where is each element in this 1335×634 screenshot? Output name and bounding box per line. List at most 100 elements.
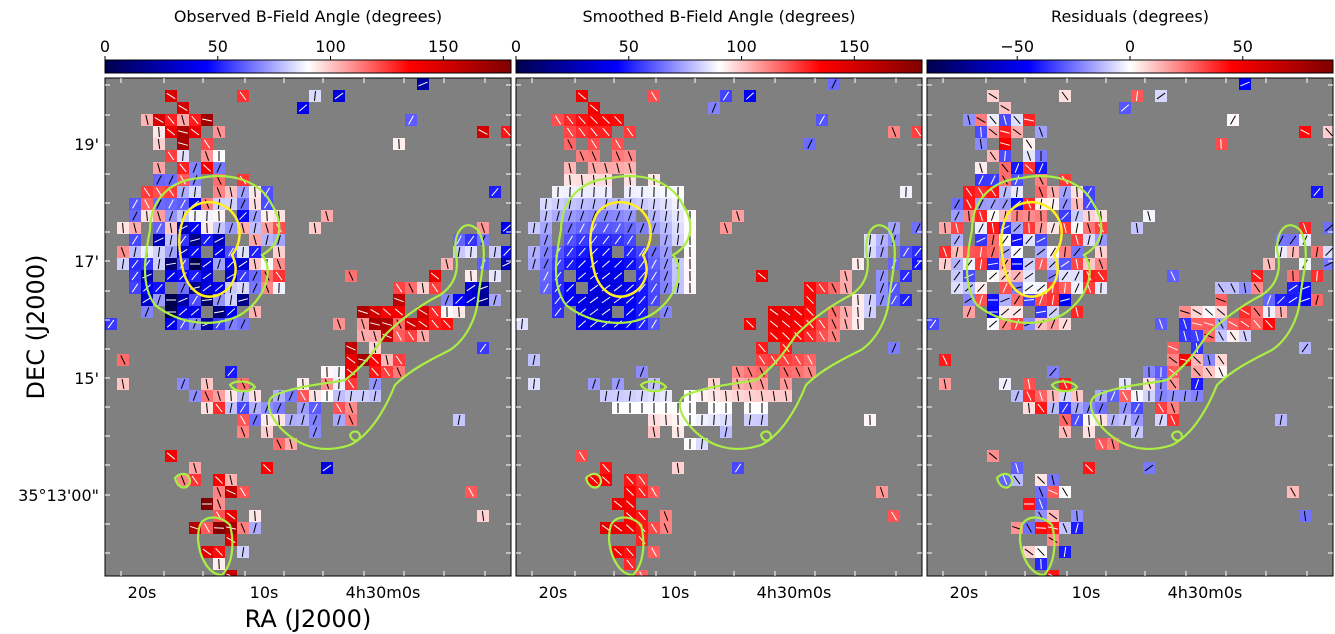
polarization-vector <box>1024 548 1034 556</box>
polarization-vector <box>1002 175 1008 185</box>
polarization-vector <box>1217 355 1225 365</box>
polarization-vector <box>156 175 162 185</box>
polarization-vector <box>131 283 139 293</box>
polarization-vector <box>628 390 632 402</box>
polarization-vector <box>613 272 623 280</box>
polarization-vector <box>944 222 946 234</box>
polarization-vector <box>180 475 186 485</box>
polarization-vector <box>228 319 234 329</box>
polarization-vector <box>567 211 573 221</box>
polarization-vector <box>1075 403 1079 413</box>
polarization-vector <box>1003 115 1007 125</box>
map-pixel <box>912 222 922 234</box>
polarization-vector <box>394 297 404 303</box>
polarization-vector <box>241 223 245 233</box>
polarization-vector <box>1120 104 1130 112</box>
polarization-vector <box>953 283 961 293</box>
polarization-vector <box>360 319 366 329</box>
polarization-vector <box>857 318 859 330</box>
polarization-vector <box>758 355 766 365</box>
polarization-vector <box>1076 198 1078 210</box>
colorbar-tick-label: 0 <box>1125 37 1135 56</box>
polarization-vector <box>769 332 779 340</box>
polarization-vector <box>627 151 633 161</box>
polarization-vector <box>651 319 657 329</box>
polarization-vector <box>191 248 199 256</box>
polarization-vector <box>178 142 188 146</box>
polarization-vector <box>578 451 586 461</box>
polarization-vector <box>568 198 572 210</box>
polarization-vector <box>1240 81 1250 87</box>
polarization-vector <box>759 379 765 389</box>
map-frame <box>104 77 512 577</box>
colorbar-tick-label: 150 <box>428 37 459 56</box>
polarization-vector <box>965 187 973 197</box>
polarization-vector <box>677 426 679 438</box>
polarization-vector <box>265 426 269 438</box>
map-pixel <box>1323 126 1333 138</box>
x-tick-label-20s: 20s <box>950 583 979 602</box>
polarization-vector <box>167 115 175 125</box>
polarization-vector <box>1193 356 1201 364</box>
polarization-vector <box>977 283 985 293</box>
polarization-vector <box>1039 222 1043 234</box>
polarization-vector <box>1012 308 1022 316</box>
polarization-vector <box>879 271 885 281</box>
polarization-vector <box>1240 309 1250 315</box>
polarization-vector <box>942 355 948 365</box>
polarization-vector <box>1001 163 1009 173</box>
polarization-vector <box>156 223 162 233</box>
polarization-vector <box>215 548 223 556</box>
polarization-vector <box>676 222 680 234</box>
polarization-vector <box>1135 90 1139 102</box>
polarization-vector <box>122 222 124 234</box>
polarization-vector <box>226 573 233 576</box>
polarization-vector <box>107 319 115 329</box>
polarization-vector <box>1038 127 1044 137</box>
polarization-vector <box>544 223 548 233</box>
polarization-vector <box>664 223 668 233</box>
polarization-vector <box>990 211 996 221</box>
polarization-vector <box>1061 212 1069 220</box>
contour-small <box>348 430 362 442</box>
polarization-vector <box>444 295 450 305</box>
polarization-vector <box>1168 345 1178 351</box>
polarization-vector <box>1134 403 1140 413</box>
polarization-vector <box>1182 319 1188 329</box>
polarization-vector <box>336 319 342 329</box>
polarization-vector <box>466 296 476 304</box>
polarization-vector <box>193 186 197 198</box>
polarization-vector <box>1048 573 1055 576</box>
polarization-vector <box>1027 378 1031 390</box>
polarization-vector <box>1171 390 1175 402</box>
polarization-vector <box>628 163 632 173</box>
polarization-vector <box>457 414 461 426</box>
polarization-vector <box>1075 235 1079 245</box>
colorbar-tick-label: −50 <box>1000 37 1034 56</box>
polarization-vector <box>1014 319 1020 329</box>
polarization-vector <box>1192 322 1202 326</box>
polarization-vector <box>157 295 161 305</box>
polarization-vector <box>663 511 669 521</box>
polarization-vector <box>165 262 177 266</box>
polarization-vector <box>1075 211 1079 221</box>
polarization-vector <box>591 151 597 161</box>
polarization-vector <box>1026 391 1032 401</box>
polarization-vector <box>431 283 439 293</box>
polarization-vector <box>578 115 586 125</box>
polarization-vector <box>1062 319 1068 329</box>
polarization-vector <box>204 391 210 401</box>
polarization-vector <box>1037 476 1045 484</box>
polarization-vector <box>980 126 982 138</box>
polarization-vector <box>589 296 599 304</box>
polarization-vector <box>1158 403 1164 413</box>
polarization-vector <box>322 464 332 472</box>
polarization-vector <box>241 187 245 197</box>
polarization-vector <box>902 271 910 281</box>
polarization-vector <box>1325 127 1333 137</box>
panel-residuals: Residuals (degrees) −50 0 50 20s 10s 4h30m… <box>926 7 1334 602</box>
panel-smoothed: Smoothed B-Field Angle (degrees) 0 50 100 1… <box>511 7 923 602</box>
polarization-vector <box>1243 331 1247 341</box>
contour-small <box>584 472 603 489</box>
polarization-vector <box>1136 390 1138 402</box>
